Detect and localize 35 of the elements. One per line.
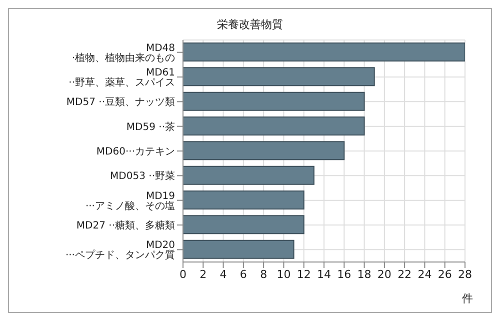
x-tick-label: 4	[220, 268, 227, 281]
bar	[183, 116, 365, 136]
y-tick-label: MD61 ··野草、薬草、スパイス	[68, 68, 175, 89]
x-tick-label: 18	[357, 268, 372, 281]
y-tick-label: MD57 ··豆類、ナッツ類	[66, 96, 175, 108]
bar	[183, 190, 304, 210]
bar	[183, 166, 314, 185]
bar	[183, 92, 365, 111]
x-tick-label: 20	[377, 268, 392, 281]
x-axis-title: 件	[462, 291, 473, 306]
x-tick-label: 12	[296, 268, 311, 281]
x-tick-label: 6	[240, 268, 247, 281]
y-tick-label: MD60···カテキン	[96, 146, 175, 158]
x-tick-label: 26	[438, 268, 452, 281]
x-tick-label: 28	[458, 268, 472, 281]
x-tick-label: 24	[418, 268, 432, 281]
x-tick-label: 8	[260, 268, 268, 281]
bar	[183, 67, 375, 86]
bar	[183, 215, 304, 234]
y-tick-label: MD48 ·植物、植物由来のもの	[72, 42, 175, 64]
y-tick-label: MD19 ···アミノ酸、その塩	[85, 190, 175, 212]
y-tick-label: MD053 ··野菜	[110, 170, 175, 182]
chart-title: 栄養改善物質	[216, 17, 284, 32]
x-tick-label: 0	[180, 268, 186, 281]
x-tick-label: 22	[398, 268, 412, 281]
x-tick-label: 2	[200, 268, 207, 281]
y-tick-label: MD59 ··茶	[126, 120, 175, 133]
bar	[183, 240, 294, 259]
y-tick-label: MD27 ··糖類、多糖類	[76, 220, 175, 232]
y-tick-label: MD20 ···ペプチド、タンパク質	[65, 240, 175, 262]
bar	[183, 42, 465, 62]
x-tick-label: 10	[276, 268, 291, 281]
x-tick-label: 16	[337, 268, 352, 281]
bar	[183, 141, 345, 160]
x-tick-label: 14	[317, 268, 331, 281]
